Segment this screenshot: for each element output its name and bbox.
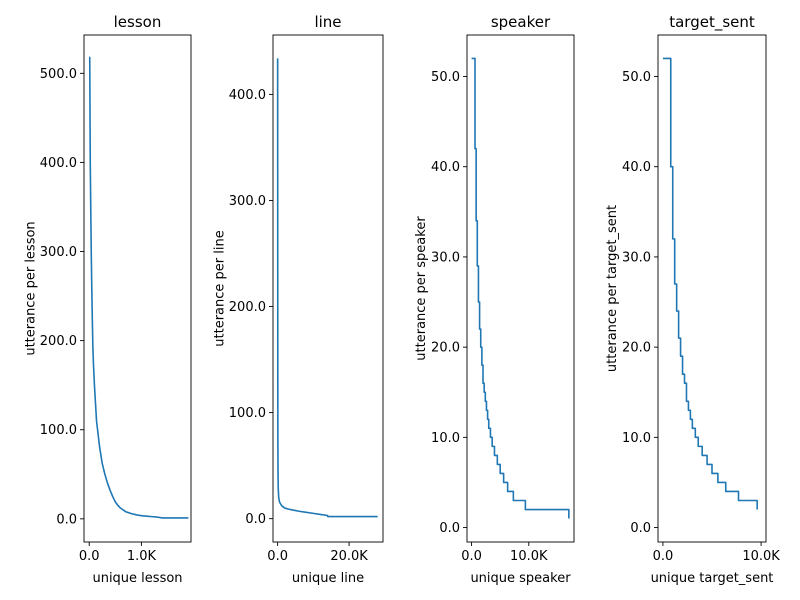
y-tick-label: 300.0 [40, 245, 77, 260]
x-tick-label: 20.0K [330, 549, 368, 564]
y-tick-label: 100.0 [40, 423, 77, 438]
y-tick-label: 200.0 [229, 300, 266, 315]
y-tick-label: 20.0 [622, 341, 651, 356]
series-line [276, 58, 378, 518]
subplot-line: 0.0 20.0K 0.0 100.0 200.0 300.0 400.0 line uniqu… [213, 13, 384, 586]
subplot-speaker: 0.0 10.0K 0.0 10.0 20.0 30.0 40.0 50.0 speaker un… [414, 13, 575, 586]
y-tick-label: 0.0 [245, 512, 266, 527]
y-tick-label: 0.0 [439, 521, 460, 536]
series-line [662, 57, 758, 510]
subplot-target-sent: 0.0 10.0K 0.0 10.0 20.0 30.0 40.0 50.0 target_se… [605, 13, 780, 586]
axes-frame [272, 34, 384, 543]
axes-frame [657, 34, 767, 543]
y-tick-label: 50.0 [431, 70, 460, 85]
x-axis-label: unique speaker [470, 571, 571, 586]
y-tick-label: 400.0 [229, 88, 266, 103]
x-tick-label: 10.0K [510, 549, 548, 564]
y-tick-label: 400.0 [40, 156, 77, 171]
subplot-title: lesson [114, 13, 162, 31]
axes-frame [466, 34, 575, 543]
x-axis-label: unique target_sent [651, 571, 774, 586]
y-tick-label: 0.0 [630, 521, 651, 536]
subplot-title: speaker [491, 13, 551, 31]
x-tick-label: 0.0 [461, 549, 482, 564]
y-tick-label: 10.0 [431, 431, 460, 446]
y-tick-label: 100.0 [229, 406, 266, 421]
y-tick-label: 40.0 [622, 160, 651, 175]
y-tick-label: 50.0 [622, 70, 651, 85]
y-axis-label: utterance per speaker [414, 216, 429, 361]
x-axis-label: unique line [292, 571, 364, 586]
subplot-title: target_sent [669, 13, 755, 32]
y-axis-label: utterance per target_sent [605, 205, 620, 372]
subplot-lesson: 0.0 1.0K 0.0 100.0 200.0 300.0 400.0 500.0 lesso… [24, 13, 192, 586]
y-tick-label: 20.0 [431, 341, 460, 356]
series-line [88, 56, 189, 519]
y-axis-label: utterance per lesson [24, 221, 39, 355]
y-axis-label: utterance per line [213, 230, 228, 346]
y-tick-label: 30.0 [431, 250, 460, 265]
x-axis-label: unique lesson [92, 571, 182, 586]
y-tick-label: 500.0 [40, 67, 77, 82]
y-tick-label: 0.0 [56, 512, 77, 527]
y-tick-label: 10.0 [622, 431, 651, 446]
subplot-title: line [314, 13, 341, 31]
axes-frame [83, 34, 192, 543]
x-tick-label: 10.0K [742, 549, 780, 564]
x-tick-label: 0.0 [653, 549, 674, 564]
x-tick-label: 1.0K [127, 549, 157, 564]
y-tick-label: 30.0 [622, 250, 651, 265]
x-tick-label: 0.0 [79, 549, 100, 564]
series-line [471, 57, 570, 519]
y-tick-label: 300.0 [229, 194, 266, 209]
x-tick-label: 0.0 [267, 549, 288, 564]
y-tick-label: 40.0 [431, 160, 460, 175]
y-tick-label: 200.0 [40, 334, 77, 349]
